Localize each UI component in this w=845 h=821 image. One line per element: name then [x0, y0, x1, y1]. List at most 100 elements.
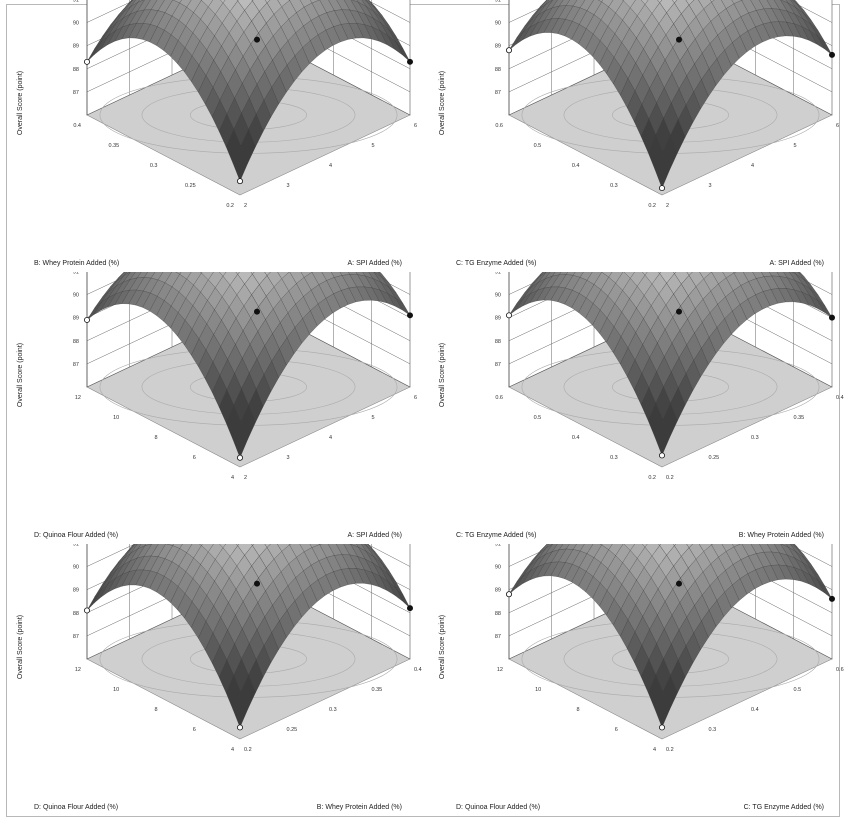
response-surface — [508, 272, 833, 456]
x-tick-label: 0.35 — [372, 687, 383, 693]
design-point — [675, 36, 682, 43]
surface-plot-5: 87888990919293940.20.250.30.350.44681012… — [0, 544, 422, 816]
design-point — [236, 724, 243, 731]
design-point — [253, 308, 260, 315]
z-tick-label: 87 — [73, 634, 79, 640]
response-surface — [86, 0, 411, 182]
surface-patch — [235, 272, 240, 275]
y-tick-label: 0.5 — [534, 415, 542, 421]
y-axis-label: C: TG Enzyme Added (%) — [456, 260, 536, 267]
z-tick-label: 89 — [495, 588, 501, 594]
x-tick-label: 0.6 — [836, 667, 844, 673]
design-point — [828, 51, 835, 58]
design-point — [675, 580, 682, 587]
z-tick-label: 88 — [73, 611, 79, 617]
y-tick-label: 0.6 — [495, 123, 503, 129]
surface-patch — [673, 272, 677, 274]
z-tick-label: 91 — [73, 544, 79, 547]
y-tick-label: 10 — [113, 415, 119, 421]
y-tick-label: 0.25 — [185, 183, 196, 189]
x-tick-label: 0.4 — [414, 667, 422, 673]
y-axis-label: D: Quinoa Flour Added (%) — [34, 532, 118, 539]
z-axis-label: Overall Score (point) — [439, 615, 446, 679]
z-tick-label: 89 — [495, 316, 501, 322]
response-surface — [508, 0, 833, 189]
design-point — [675, 308, 682, 315]
design-point — [406, 58, 413, 65]
design-point — [236, 454, 243, 461]
surface-plot-2: 8788899091929394234560.20.30.40.50.6Over… — [422, 0, 844, 272]
surface-patch — [236, 544, 240, 546]
z-tick-label: 88 — [73, 67, 79, 73]
y-axis-label: C: TG Enzyme Added (%) — [456, 532, 536, 539]
y-tick-label: 0.35 — [109, 143, 120, 149]
y-tick-label: 0.3 — [610, 455, 618, 461]
y-tick-label: 0.3 — [150, 163, 158, 169]
z-tick-label: 90 — [495, 293, 501, 299]
x-tick-label: 0.3 — [751, 435, 759, 441]
surface-patch — [672, 544, 677, 546]
z-tick-label: 90 — [73, 565, 79, 571]
surface-plot-svg: 8788899091929394234560.20.30.40.50.6Over… — [439, 0, 839, 267]
y-tick-label: 4 — [653, 747, 656, 753]
z-tick-label: 87 — [495, 90, 501, 96]
y-tick-label: 8 — [154, 707, 157, 713]
x-axis-label: B: Whey Protein Added (%) — [739, 532, 824, 539]
wall-gridline — [508, 544, 833, 613]
design-point — [84, 58, 91, 65]
surface-patch — [199, 544, 203, 546]
y-tick-label: 0.2 — [648, 475, 656, 481]
surface-plot-1: 8788899091929394234560.20.250.30.350.4Ov… — [0, 0, 422, 272]
x-axis-label: B: Whey Protein Added (%) — [317, 804, 402, 811]
y-tick-label: 4 — [231, 747, 234, 753]
design-point — [84, 607, 91, 614]
x-tick-label: 0.4 — [751, 707, 759, 713]
design-point — [253, 580, 260, 587]
z-tick-label: 88 — [495, 611, 501, 617]
response-surface — [86, 272, 411, 459]
design-point — [506, 591, 513, 598]
y-axis-label: D: Quinoa Flour Added (%) — [456, 804, 540, 811]
y-tick-label: 8 — [576, 707, 579, 713]
surface-patch — [642, 272, 648, 276]
z-tick-label: 87 — [73, 362, 79, 368]
surface-plot-svg: 87888990919293940.20.250.30.350.40.20.30… — [439, 272, 844, 539]
surface-patch — [640, 0, 649, 5]
wall-gridline — [508, 0, 833, 69]
surface-patch — [654, 691, 670, 728]
surface-patch — [219, 544, 226, 548]
x-axis-label: A: SPI Added (%) — [770, 260, 824, 267]
z-tick-label: 87 — [495, 634, 501, 640]
y-tick-label: 12 — [75, 667, 81, 673]
x-tick-label: 0.25 — [709, 455, 720, 461]
y-tick-label: 6 — [193, 727, 196, 733]
surface-patch — [236, 0, 239, 2]
y-tick-label: 4 — [231, 475, 234, 481]
y-tick-label: 10 — [535, 687, 541, 693]
surface-patch — [658, 544, 662, 546]
x-tick-label: 0.5 — [794, 687, 802, 693]
design-point — [253, 36, 260, 43]
surface-patch — [232, 691, 248, 728]
x-axis-label: A: SPI Added (%) — [348, 260, 402, 267]
x-tick-label: 4 — [329, 163, 332, 169]
z-tick-label: 89 — [73, 44, 79, 50]
z-tick-label: 91 — [495, 272, 501, 275]
x-tick-label: 3 — [287, 455, 290, 461]
design-point — [828, 595, 835, 602]
y-tick-label: 0.4 — [572, 435, 580, 441]
y-tick-label: 10 — [113, 687, 119, 693]
design-point — [506, 312, 513, 319]
z-tick-label: 90 — [495, 21, 501, 27]
z-tick-label: 88 — [495, 339, 501, 345]
x-tick-label: 0.2 — [244, 747, 252, 753]
x-tick-label: 0.4 — [836, 395, 844, 401]
x-tick-label: 4 — [751, 163, 754, 169]
x-tick-label: 0.35 — [794, 415, 805, 421]
design-point — [658, 724, 665, 731]
y-tick-label: 0.6 — [495, 395, 503, 401]
z-axis-label: Overall Score (point) — [17, 71, 24, 135]
surface-plot-svg: 8788899091929394234560.20.250.30.350.4Ov… — [17, 0, 417, 267]
y-axis-label: B: Whey Protein Added (%) — [34, 260, 119, 267]
surface-patch — [685, 0, 695, 6]
